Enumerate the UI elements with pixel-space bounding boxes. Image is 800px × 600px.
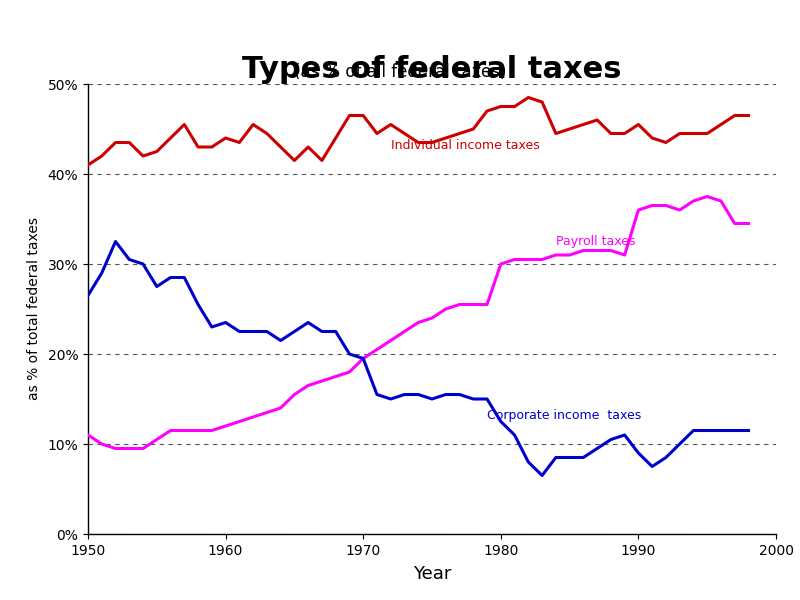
Text: (as % of all federal taxes): (as % of all federal taxes) — [294, 63, 506, 81]
Text: Corporate income  taxes: Corporate income taxes — [487, 409, 642, 422]
Title: Types of federal taxes: Types of federal taxes — [242, 55, 622, 84]
X-axis label: Year: Year — [413, 565, 451, 583]
Text: Payroll taxes: Payroll taxes — [556, 235, 635, 248]
Y-axis label: as % of total federal taxes: as % of total federal taxes — [26, 217, 41, 401]
Text: Individual income taxes: Individual income taxes — [390, 139, 539, 152]
